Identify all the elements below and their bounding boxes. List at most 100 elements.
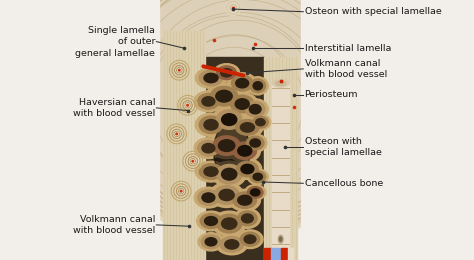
Ellipse shape bbox=[237, 161, 258, 177]
Circle shape bbox=[176, 133, 177, 135]
Ellipse shape bbox=[253, 173, 263, 180]
Ellipse shape bbox=[195, 161, 227, 182]
FancyBboxPatch shape bbox=[104, 0, 159, 260]
Ellipse shape bbox=[233, 142, 256, 160]
Ellipse shape bbox=[197, 211, 225, 231]
Ellipse shape bbox=[212, 211, 246, 236]
Circle shape bbox=[192, 160, 193, 162]
Circle shape bbox=[230, 4, 237, 11]
Ellipse shape bbox=[198, 140, 219, 156]
Ellipse shape bbox=[204, 73, 218, 83]
Ellipse shape bbox=[240, 232, 260, 246]
Circle shape bbox=[98, 0, 376, 238]
Bar bbox=[271, 248, 281, 260]
Ellipse shape bbox=[219, 189, 234, 201]
Ellipse shape bbox=[217, 214, 242, 233]
Circle shape bbox=[191, 160, 194, 163]
Circle shape bbox=[94, 0, 380, 242]
Ellipse shape bbox=[216, 90, 232, 102]
Ellipse shape bbox=[195, 68, 227, 88]
Ellipse shape bbox=[233, 192, 256, 209]
Ellipse shape bbox=[201, 214, 222, 228]
Text: Cancellous bone: Cancellous bone bbox=[305, 179, 383, 188]
Bar bbox=[264, 248, 271, 260]
Ellipse shape bbox=[212, 161, 246, 187]
Ellipse shape bbox=[217, 110, 242, 129]
FancyBboxPatch shape bbox=[272, 83, 289, 255]
Text: Osteon with
special lamellae: Osteon with special lamellae bbox=[305, 137, 382, 157]
Ellipse shape bbox=[244, 134, 267, 152]
Circle shape bbox=[180, 190, 182, 192]
Ellipse shape bbox=[272, 79, 289, 87]
Ellipse shape bbox=[205, 217, 218, 225]
Ellipse shape bbox=[228, 73, 256, 94]
Ellipse shape bbox=[195, 113, 227, 136]
Ellipse shape bbox=[253, 82, 263, 90]
Ellipse shape bbox=[242, 99, 268, 120]
Ellipse shape bbox=[250, 79, 265, 93]
Ellipse shape bbox=[275, 81, 286, 86]
Text: Periosteum: Periosteum bbox=[305, 90, 358, 99]
Ellipse shape bbox=[247, 169, 268, 185]
Circle shape bbox=[95, 0, 379, 240]
Circle shape bbox=[175, 132, 178, 135]
Ellipse shape bbox=[237, 211, 257, 226]
Ellipse shape bbox=[238, 195, 252, 205]
Circle shape bbox=[231, 6, 235, 10]
Ellipse shape bbox=[199, 164, 223, 179]
Ellipse shape bbox=[230, 95, 254, 113]
Ellipse shape bbox=[206, 83, 242, 109]
Ellipse shape bbox=[202, 144, 215, 153]
Ellipse shape bbox=[217, 165, 242, 184]
Ellipse shape bbox=[214, 122, 250, 179]
Ellipse shape bbox=[236, 79, 249, 88]
Ellipse shape bbox=[250, 114, 271, 130]
Ellipse shape bbox=[227, 92, 258, 116]
Ellipse shape bbox=[225, 240, 239, 249]
Circle shape bbox=[232, 7, 234, 9]
Ellipse shape bbox=[216, 234, 247, 255]
Ellipse shape bbox=[205, 238, 217, 246]
Ellipse shape bbox=[202, 97, 215, 106]
Circle shape bbox=[186, 104, 189, 107]
Circle shape bbox=[102, 0, 372, 234]
Ellipse shape bbox=[209, 133, 245, 159]
Circle shape bbox=[225, 0, 241, 16]
Ellipse shape bbox=[240, 123, 255, 132]
Ellipse shape bbox=[198, 233, 224, 251]
Circle shape bbox=[227, 2, 239, 14]
Ellipse shape bbox=[250, 139, 261, 147]
Ellipse shape bbox=[231, 75, 253, 91]
Ellipse shape bbox=[221, 168, 237, 180]
Ellipse shape bbox=[233, 159, 262, 179]
Ellipse shape bbox=[217, 66, 237, 80]
Text: Osteon with special lamellae: Osteon with special lamellae bbox=[305, 7, 441, 16]
Ellipse shape bbox=[220, 237, 244, 252]
FancyBboxPatch shape bbox=[204, 57, 264, 260]
FancyBboxPatch shape bbox=[264, 57, 297, 260]
Ellipse shape bbox=[235, 99, 249, 109]
Ellipse shape bbox=[247, 77, 268, 95]
Ellipse shape bbox=[221, 69, 232, 77]
Ellipse shape bbox=[210, 86, 237, 106]
Ellipse shape bbox=[253, 116, 268, 128]
Text: Volkmann canal
with blood vessel: Volkmann canal with blood vessel bbox=[305, 59, 387, 79]
Circle shape bbox=[100, 0, 374, 235]
Ellipse shape bbox=[235, 209, 260, 228]
Ellipse shape bbox=[246, 136, 264, 150]
Ellipse shape bbox=[199, 70, 223, 86]
Ellipse shape bbox=[236, 120, 259, 135]
Bar bbox=[288, 248, 292, 260]
Text: Single lamella
of outer
general lamellae: Single lamella of outer general lamellae bbox=[75, 26, 155, 57]
Ellipse shape bbox=[251, 189, 260, 196]
Text: Volkmann canal
with blood vessel: Volkmann canal with blood vessel bbox=[73, 215, 155, 235]
Ellipse shape bbox=[210, 183, 244, 207]
Ellipse shape bbox=[212, 107, 246, 133]
FancyBboxPatch shape bbox=[301, 0, 371, 260]
Ellipse shape bbox=[247, 187, 263, 198]
Ellipse shape bbox=[229, 139, 260, 162]
Circle shape bbox=[97, 0, 377, 239]
Ellipse shape bbox=[221, 218, 237, 229]
Circle shape bbox=[178, 69, 181, 72]
Ellipse shape bbox=[255, 119, 265, 126]
